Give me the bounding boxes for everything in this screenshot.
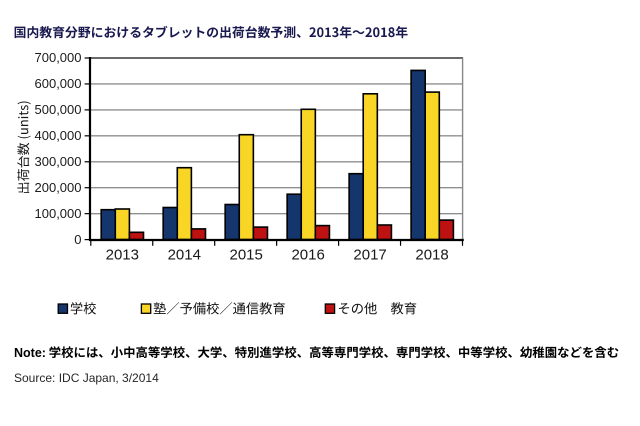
svg-text:2018: 2018 [415, 247, 448, 264]
svg-text:100,000: 100,000 [35, 206, 82, 221]
svg-text:500,000: 500,000 [35, 102, 82, 117]
svg-text:200,000: 200,000 [35, 180, 82, 195]
svg-text:2014: 2014 [168, 247, 201, 264]
svg-text:300,000: 300,000 [35, 154, 82, 169]
svg-text:2017: 2017 [353, 247, 386, 264]
svg-text:2016: 2016 [291, 247, 324, 264]
svg-text:Note:: Note: [14, 346, 46, 360]
svg-text:2013: 2013 [106, 247, 139, 264]
svg-text:700,000: 700,000 [35, 50, 82, 65]
svg-text:Source: IDC Japan, 3/2014: Source: IDC Japan, 3/2014 [14, 371, 159, 385]
svg-text:400,000: 400,000 [35, 128, 82, 143]
svg-text:2015: 2015 [230, 247, 263, 264]
svg-text:600,000: 600,000 [35, 76, 82, 91]
svg-text:0: 0 [74, 232, 81, 247]
